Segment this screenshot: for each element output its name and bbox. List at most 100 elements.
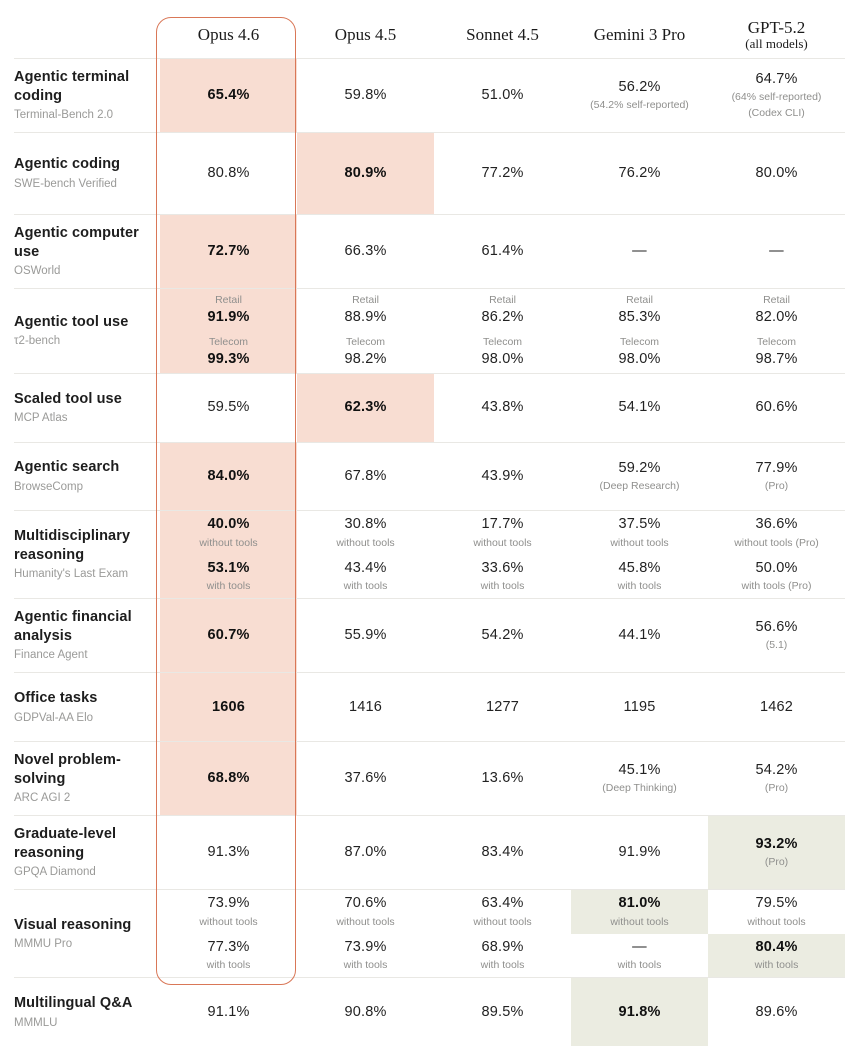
score-entry: 59.8% xyxy=(297,59,434,132)
score-cell: 60.6% xyxy=(708,374,845,442)
score-value: 64.7% xyxy=(755,70,798,87)
column-header-label: Sonnet 4.5 xyxy=(466,25,539,45)
score-value: 80.4% xyxy=(755,938,798,955)
score-note: (Pro) xyxy=(764,856,789,869)
score-value: 91.3% xyxy=(207,844,250,861)
score-note: with tools xyxy=(480,580,525,593)
score-cell: 54.2% xyxy=(434,599,571,672)
score-value: 61.4% xyxy=(481,242,524,259)
score-value: 90.8% xyxy=(344,1003,387,1020)
score-entry: 51.0% xyxy=(434,59,571,132)
score-value: 67.8% xyxy=(344,467,387,484)
score-entry: 80.9% xyxy=(297,133,434,214)
score-entry: 70.6% without tools xyxy=(297,890,434,934)
score-value: 76.2% xyxy=(618,164,661,181)
score-cell: 91.1% xyxy=(160,978,297,1046)
score-entry: 43.9% xyxy=(434,443,571,510)
score-entry: 40.0% without tools xyxy=(160,511,297,555)
score-value: 56.6% xyxy=(755,618,798,635)
table-row: Agentic search BrowseComp 84.0% 67.8% 43.9% 5… xyxy=(14,442,845,511)
score-note: without tools xyxy=(336,915,395,928)
benchmark-name: MCP Atlas xyxy=(14,412,68,425)
score-value: 65.4% xyxy=(207,86,250,103)
score-entry: 44.1% xyxy=(571,599,708,672)
score-entry: 68.8% xyxy=(160,742,297,815)
score-entry: 91.3% xyxy=(160,816,297,889)
score-caption-above: Telecom xyxy=(619,336,660,349)
score-entry: 89.6% xyxy=(708,978,845,1046)
score-cell: 1195 xyxy=(571,673,708,741)
score-cell: 87.0% xyxy=(297,816,434,889)
score-entry: — xyxy=(571,215,708,288)
row-title: Office tasks xyxy=(14,690,98,707)
row-title: Novel problem-solving xyxy=(14,752,121,787)
score-cell: 81.0% without tools — with tools xyxy=(571,890,708,977)
score-cell: 66.3% xyxy=(297,215,434,288)
table-row: Agentic terminal coding Terminal-Bench 2.… xyxy=(14,58,845,133)
score-entry: 90.8% xyxy=(297,978,434,1046)
score-cell: Retail 82.0% Telecom 98.7% xyxy=(708,289,845,373)
score-value: 73.9% xyxy=(207,895,250,912)
score-caption-above: Telecom xyxy=(756,336,797,349)
score-cell: 1277 xyxy=(434,673,571,741)
score-cell: 67.8% xyxy=(297,443,434,510)
score-entry: 79.5% without tools xyxy=(708,890,845,934)
score-cell: 83.4% xyxy=(434,816,571,889)
score-entry: 80.4% with tools xyxy=(708,933,845,978)
benchmark-name: Humanity's Last Exam xyxy=(14,568,129,581)
score-note: with tools xyxy=(206,959,251,972)
score-entry: 54.2% xyxy=(434,599,571,672)
score-note: with tools xyxy=(617,580,662,593)
score-entry: 64.7% (64% self-reported) (Codex CLI) xyxy=(708,59,845,132)
score-cell: 76.2% xyxy=(571,133,708,214)
score-value: 99.3% xyxy=(207,350,250,367)
score-note: without tools xyxy=(336,536,395,549)
score-note: with tools xyxy=(343,959,388,972)
score-value: 84.0% xyxy=(207,467,250,484)
score-cell: 80.0% xyxy=(708,133,845,214)
row-title: Agentic financial analysis xyxy=(14,609,132,644)
table-row: Visual reasoning MMMU Pro 73.9% without too… xyxy=(14,889,845,978)
table-body: Agentic terminal coding Terminal-Bench 2.… xyxy=(14,58,845,1046)
benchmark-name: GPQA Diamond xyxy=(14,866,96,879)
score-cell: 56.2% (54.2% self-reported) xyxy=(571,59,708,132)
score-value: 80.9% xyxy=(344,164,387,181)
score-cell: 89.6% xyxy=(708,978,845,1046)
score-note: without tools xyxy=(610,915,669,928)
score-entry: 56.2% (54.2% self-reported) xyxy=(571,59,708,132)
score-note: (Pro) xyxy=(764,782,789,795)
table-row: Graduate-level reasoning GPQA Diamond 91.3… xyxy=(14,815,845,890)
score-caption-above: Retail xyxy=(626,294,653,307)
score-cell: 68.8% xyxy=(160,742,297,816)
score-entry: 50.0% with tools (Pro) xyxy=(708,555,845,599)
score-entry: Telecom 98.7% xyxy=(708,331,845,373)
score-entry: 80.8% xyxy=(160,133,297,214)
score-caption-above: Retail xyxy=(763,294,790,307)
score-cell: 61.4% xyxy=(434,215,571,288)
benchmark-name: OSWorld xyxy=(14,265,61,278)
score-entry: 77.3% with tools xyxy=(160,934,297,978)
column-header-opus-4-5: Opus 4.5 xyxy=(297,21,434,49)
score-cell: 43.9% xyxy=(434,443,571,510)
score-cell: — xyxy=(571,215,708,288)
score-value: 44.1% xyxy=(618,627,661,644)
score-value: 89.5% xyxy=(481,1003,524,1020)
score-note: (Pro) xyxy=(764,480,789,493)
score-entry: 91.8% xyxy=(571,978,708,1046)
score-entry: 81.0% without tools xyxy=(571,890,708,934)
score-value: 36.6% xyxy=(755,516,798,533)
score-note: without tools xyxy=(473,915,532,928)
row-title: Graduate-level reasoning xyxy=(14,826,117,861)
score-value: 37.5% xyxy=(618,516,661,533)
header-row: Opus 4.6 Opus 4.5 Sonnet 4.5 Gemini 3 Pro GP… xyxy=(14,12,845,58)
score-entry: 55.9% xyxy=(297,599,434,672)
score-cell: 37.6% xyxy=(297,742,434,815)
row-title: Multilingual Q&A xyxy=(14,995,133,1012)
score-entry: 72.7% xyxy=(160,215,297,288)
row-title: Agentic search xyxy=(14,459,120,476)
score-value: 17.7% xyxy=(481,516,524,533)
score-cell: 91.8% xyxy=(571,978,708,1046)
score-note: without tools xyxy=(610,536,669,549)
score-note: (Deep Research) xyxy=(599,480,680,493)
benchmark-name: MMMLU xyxy=(14,1016,58,1029)
